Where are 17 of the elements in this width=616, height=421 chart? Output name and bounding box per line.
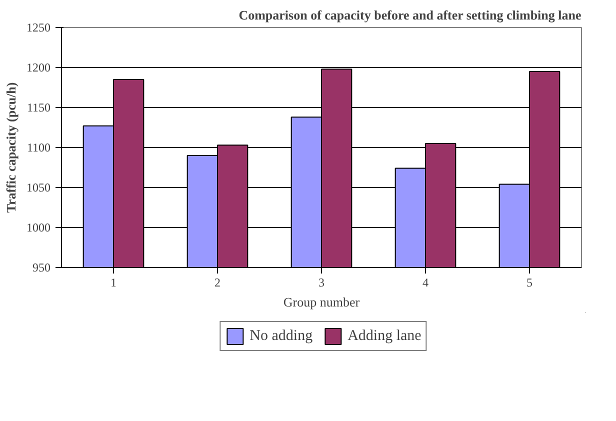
y-axis-title: Traffic capacity (pcu/h) <box>4 82 18 213</box>
y-tick-label: 1150 <box>26 100 51 114</box>
x-tick-label: 5 <box>526 276 532 290</box>
y-tick-label: 1050 <box>26 180 50 194</box>
y-tick-label: 950 <box>32 260 50 274</box>
x-tick-label: 1 <box>110 276 116 290</box>
y-tick-label: 1100 <box>26 140 51 154</box>
y-tick-label: 1200 <box>26 60 50 74</box>
y-tick-label: 1250 <box>26 20 50 34</box>
legend-label: Adding lane <box>348 328 422 344</box>
x-tick-label: 4 <box>422 276 428 290</box>
legend-label: No adding <box>250 328 313 344</box>
y-tick-label: 1000 <box>26 220 50 234</box>
x-axis-title: Group number <box>283 294 360 310</box>
x-tick-label: 2 <box>214 276 220 290</box>
x-tick-label: 3 <box>318 276 324 290</box>
chart-title: Comparison of capacity before and after setting climbing lane <box>238 8 582 22</box>
